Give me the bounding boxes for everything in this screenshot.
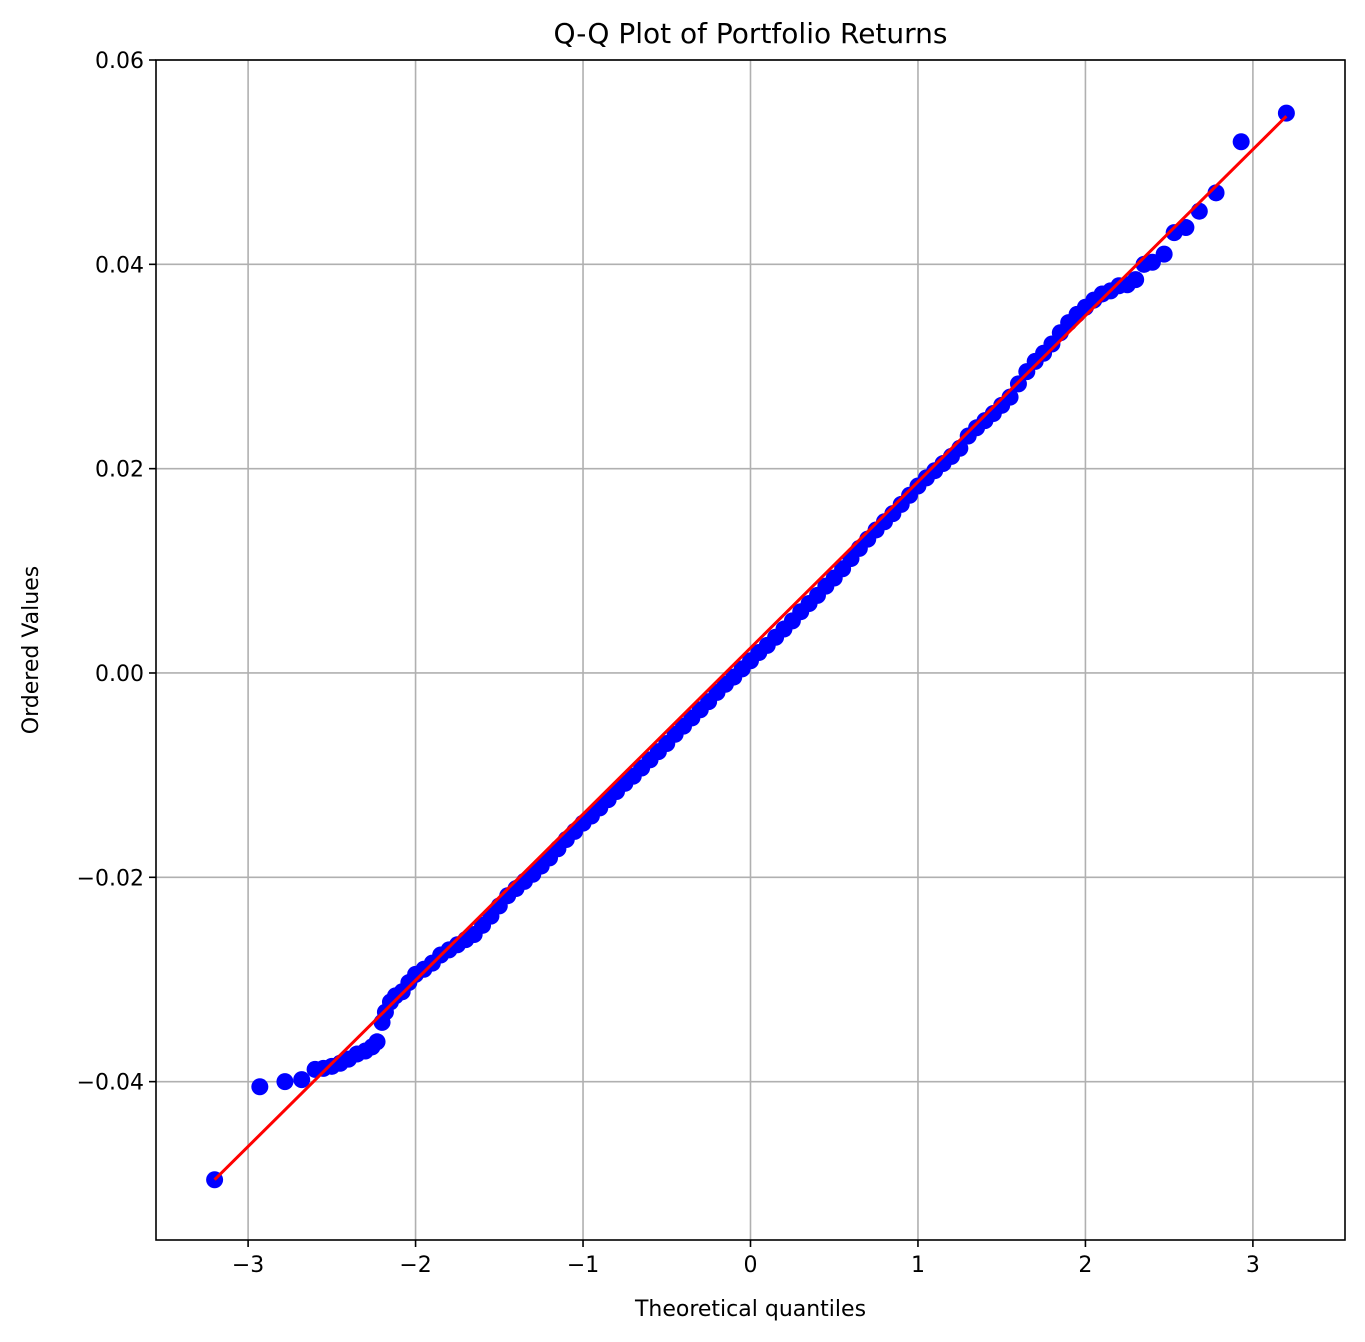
- x-tick-label: −3: [232, 1253, 264, 1278]
- data-point: [293, 1071, 311, 1089]
- data-point: [251, 1078, 269, 1096]
- data-point: [368, 1033, 386, 1051]
- data-point: [1232, 133, 1250, 151]
- y-axis-ticks: −0.04 −0.02 0.00 0.02 0.04 0.06: [77, 49, 156, 1096]
- y-tick-label: 0.04: [95, 253, 144, 278]
- x-tick-label: 1: [911, 1253, 925, 1278]
- x-tick-label: −1: [567, 1253, 599, 1278]
- y-tick-label: −0.02: [77, 866, 144, 891]
- x-tick-label: −2: [399, 1253, 431, 1278]
- x-axis-ticks: −3 −2 −1 0 1 2 3: [232, 1240, 1260, 1278]
- data-point: [1277, 104, 1295, 122]
- x-axis-label: Theoretical quantiles: [634, 1297, 866, 1322]
- y-tick-label: 0.06: [95, 49, 144, 74]
- y-tick-label: 0.02: [95, 458, 144, 483]
- data-point: [1127, 271, 1145, 289]
- x-tick-label: 3: [1246, 1253, 1260, 1278]
- data-point: [276, 1073, 294, 1091]
- x-tick-label: 0: [744, 1253, 758, 1278]
- data-point: [1190, 202, 1208, 220]
- data-point: [1177, 219, 1195, 237]
- chart-title: Q-Q Plot of Portfolio Returns: [553, 17, 947, 50]
- x-tick-label: 2: [1078, 1253, 1092, 1278]
- fit-line: [213, 115, 1288, 1181]
- y-axis-label: Ordered Values: [19, 566, 44, 734]
- fit-line-layer: [213, 115, 1288, 1181]
- data-point: [1155, 245, 1173, 263]
- y-tick-label: 0.00: [95, 662, 144, 687]
- y-tick-label: −0.04: [77, 1071, 144, 1096]
